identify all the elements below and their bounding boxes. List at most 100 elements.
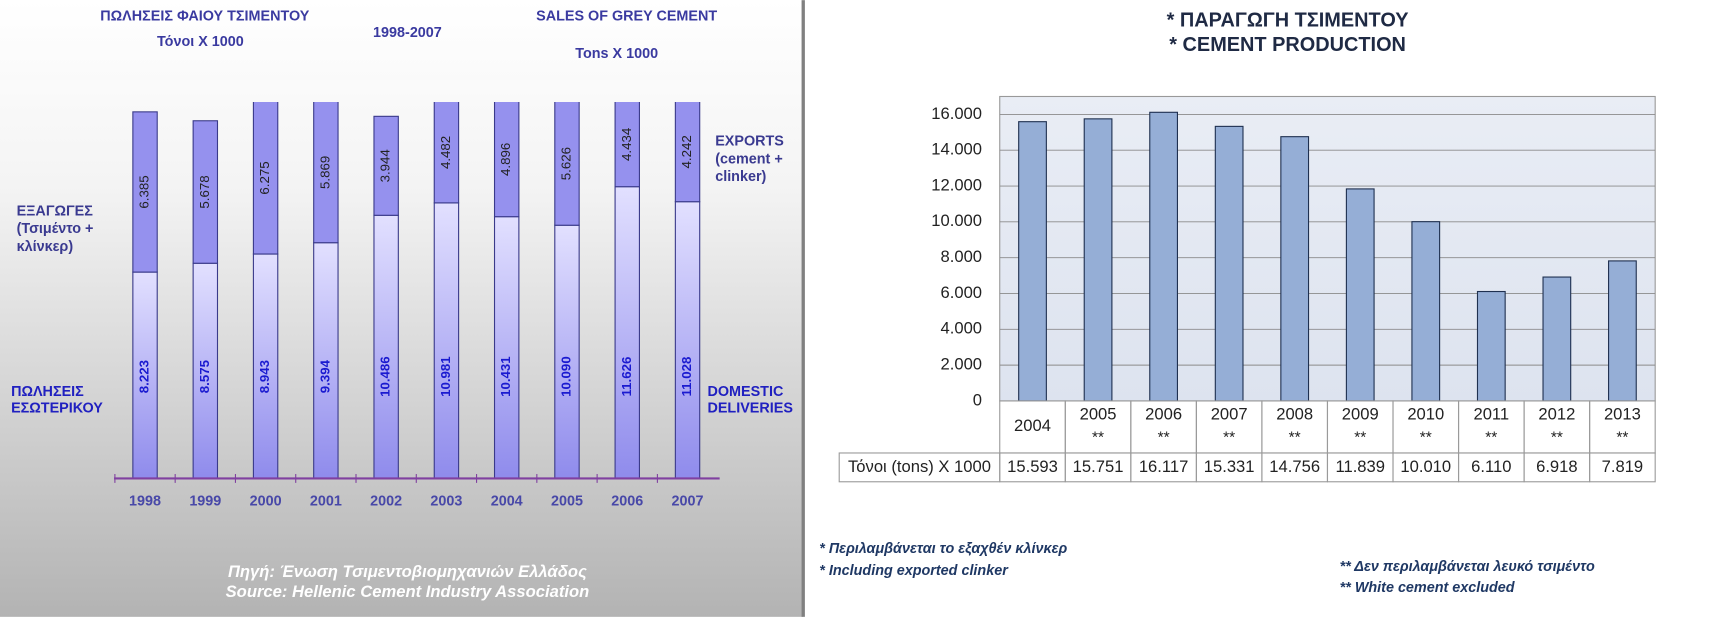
x-tick-label: 2004: [491, 493, 523, 509]
x-tick-label: 2010: [1407, 405, 1444, 424]
x-tick-label: 2002: [370, 493, 402, 509]
bar: [1083, 118, 1113, 402]
value-label: 10.090: [558, 356, 573, 397]
legend-label: DOMESTIC: [707, 384, 783, 400]
x-tick-label: 2001: [310, 493, 342, 509]
bar: [1411, 221, 1441, 402]
title-gr: ΠΩΛΗΣΕΙΣ ΦΑΙΟΥ ΤΣΙΜΕΝΤΟΥ: [100, 9, 310, 25]
x-tick-label: 2005: [1080, 405, 1117, 424]
y-tick-label: 10.000: [931, 211, 982, 230]
y-tick-label: 2.000: [941, 355, 983, 374]
legend-label: clinker): [715, 169, 766, 185]
category-note: **: [1289, 430, 1301, 447]
right-chart: * ΠΑΡΑΓΩΓΗ ΤΣΙΜΕΝΤΟΥ * CEMENT PRODUCTION 0…: [819, 9, 1656, 596]
x-tick-label: 2003: [430, 493, 462, 509]
bar: [1476, 290, 1506, 402]
category-note: **: [1616, 430, 1628, 447]
category-note: **: [1420, 430, 1432, 447]
export-bar: [313, 102, 339, 244]
left-chart: ΠΩΛΗΣΕΙΣ ΦΑΙΟΥ ΤΣΙΜΕΝΤΟΥ Τόνοι Χ 1000 1998…: [11, 9, 793, 601]
export-bar: [192, 120, 219, 264]
y-tick-label: 14.000: [931, 140, 982, 159]
value-label: 10.981: [438, 356, 453, 397]
export-bar: [614, 102, 640, 188]
export-bar: [674, 102, 701, 203]
value-label: 8.575: [197, 359, 212, 393]
table-cell: [1589, 452, 1656, 483]
export-bar: [554, 102, 580, 226]
table-value: 15.593: [1007, 457, 1058, 476]
domestic-bar: [373, 214, 399, 479]
legend-label: κλίνκερ): [17, 239, 74, 255]
category-note: **: [1354, 430, 1366, 447]
note: * Περιλαμβάνεται το εξαχθέν κλίνκερ: [819, 541, 1067, 557]
y-tick-label: 0: [973, 390, 982, 409]
legend-label: EXPORTS: [715, 134, 784, 150]
title-en: SALES OF GREY CEMENT: [536, 9, 717, 25]
y-tick-label: 8.000: [941, 247, 983, 266]
legend-label: ΕΣΩΤΕΡΙΚΟΥ: [11, 400, 103, 416]
note: ** Δεν περιλαμβάνεται λευκό τσιμέντο: [1340, 559, 1595, 575]
category-note: **: [1092, 430, 1104, 447]
table-value: 15.751: [1073, 457, 1124, 476]
chart-title: * ΠΑΡΑΓΩΓΗ ΤΣΙΜΕΝΤΟΥ: [1167, 9, 1409, 31]
x-tick-label: 2012: [1538, 405, 1575, 424]
x-tick-label: 2007: [672, 493, 704, 509]
domestic-bar: [554, 224, 580, 480]
export-bar: [132, 111, 158, 273]
value-label: 10.486: [378, 356, 393, 397]
x-tick-label: 2009: [1342, 405, 1379, 424]
domestic-bar: [252, 253, 279, 480]
export-bar: [493, 102, 520, 218]
bar: [1345, 188, 1375, 402]
y-tick-label: 12.000: [931, 175, 982, 194]
value-label: 11.626: [619, 357, 634, 397]
x-tick-label: 2007: [1211, 405, 1248, 424]
source: Πηγή: Ένωση Τσιμεντοβιομηχανιών Ελλάδος: [228, 562, 587, 581]
value-label: 4.434: [619, 128, 634, 161]
value-label: 4.482: [438, 136, 453, 169]
bar: [1608, 260, 1637, 402]
value-label: 6.385: [137, 175, 152, 208]
x-tick-label: 2000: [250, 493, 282, 509]
category-note: **: [1551, 430, 1563, 447]
x-tick-label: 2008: [1276, 405, 1313, 424]
value-label: 11.028: [679, 357, 694, 397]
category-note: **: [1223, 430, 1235, 447]
domestic-bar: [192, 262, 219, 479]
bar: [1542, 276, 1572, 402]
export-bar: [252, 102, 279, 255]
table-value: 7.819: [1602, 457, 1644, 476]
value-label: 5.626: [558, 147, 573, 180]
export-bar: [433, 102, 460, 204]
y-tick-label: 6.000: [941, 283, 983, 302]
table-value: 14.756: [1269, 457, 1320, 476]
source: Source: Hellenic Cement Industry Associa…: [226, 582, 590, 601]
x-tick-label: 2004: [1014, 416, 1051, 435]
legend-label: ΕΞΑΓΩΓΕΣ: [17, 203, 94, 219]
y-tick-label: 16.000: [931, 104, 982, 123]
period: 1998-2007: [373, 25, 442, 41]
table-value: 6.918: [1536, 457, 1578, 476]
value-label: 3.944: [378, 149, 393, 182]
bars: [132, 102, 701, 480]
unit-gr: Τόνοι Χ 1000: [157, 34, 244, 50]
row-label: Τόνοι (tons) X 1000: [848, 457, 991, 476]
value-label: 5.678: [197, 175, 212, 208]
note: ** White cement excluded: [1340, 580, 1516, 596]
divider: [801, 0, 805, 617]
category-note: **: [1485, 430, 1497, 447]
value-label: 9.394: [317, 359, 332, 393]
legend-label: DELIVERIES: [707, 400, 793, 416]
value-label: 5.869: [317, 156, 332, 189]
legend-label: (cement +: [715, 151, 783, 167]
export-bar: [373, 115, 399, 216]
value-label: 8.223: [137, 360, 152, 393]
unit-en: Tons X 1000: [575, 46, 658, 62]
x-tick-label: 1999: [189, 493, 221, 509]
domestic-bar: [614, 186, 640, 480]
table-value: 6.110: [1471, 457, 1511, 476]
value-label: 6.275: [257, 161, 272, 194]
bar: [1149, 111, 1178, 402]
